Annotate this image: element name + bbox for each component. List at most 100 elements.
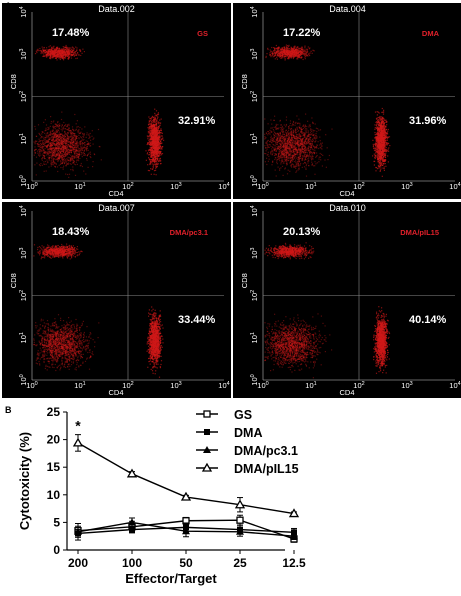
y-tick-label: 10 [47, 488, 61, 502]
legend-label: DMA/pIL15 [234, 462, 299, 476]
y-tick-label: 102 [250, 290, 259, 301]
x-tick-label: 103 [401, 182, 412, 191]
y-tick-label: 104 [19, 205, 28, 216]
y-tick-label: 100 [250, 175, 259, 186]
y-tick-label: 103 [19, 248, 28, 259]
sample-tag: DMA/pIL15 [400, 228, 439, 237]
flow-dots [34, 45, 165, 178]
flow-dots [264, 45, 390, 177]
cd4-percentage: 32.91% [178, 115, 216, 127]
legend-marker [204, 411, 210, 417]
y-tick-label: 100 [250, 374, 259, 385]
sample-tag: GS [197, 29, 208, 38]
legend-entry: DMA/pIL15 [196, 462, 299, 476]
legend-entry: DMA/pc3.1 [196, 444, 298, 458]
flow-plot-3: Data.007 DMA/pc3.1 18.43% 33.44% 100 101 102 10… [2, 202, 231, 398]
x-tick-label: 100 [122, 556, 142, 570]
x-tick-label: 100 [257, 381, 268, 390]
x-tick-label: 102 [122, 381, 133, 390]
data-point [129, 527, 135, 533]
y-tick-label: 101 [19, 332, 28, 343]
y-tick-label: 104 [250, 6, 259, 17]
x-tick-label: 101 [305, 182, 316, 191]
cd8-percentage: 17.22% [283, 27, 321, 39]
x-tick-label: 50 [179, 556, 193, 570]
x-tick-label: 12.5 [282, 556, 306, 570]
x-tick-label: 104 [218, 182, 229, 191]
x-tick-label: 101 [305, 381, 316, 390]
legend-label: GS [234, 408, 252, 422]
cd4-percentage: 40.14% [409, 314, 447, 326]
y-tick-label: 101 [19, 133, 28, 144]
x-tick-label: 100 [26, 381, 37, 390]
y-axis-label: CD8 [9, 74, 18, 89]
y-tick-label: 20 [47, 433, 61, 447]
x-tick-label: 104 [218, 381, 229, 390]
x-tick-label: 103 [401, 381, 412, 390]
x-tick-label: 103 [170, 381, 181, 390]
y-tick-label: 101 [250, 133, 259, 144]
x-tick-label: 103 [170, 182, 181, 191]
sample-tag: DMA/pc3.1 [170, 228, 208, 237]
y-tick-label: 25 [47, 405, 61, 419]
y-tick-label: 102 [19, 91, 28, 102]
x-tick-label: 104 [449, 182, 460, 191]
x-axis-label: CD4 [108, 189, 123, 198]
plot-title: Data.004 [329, 4, 366, 14]
x-tick-label: 102 [353, 381, 364, 390]
x-tick-label: 104 [449, 381, 460, 390]
legend-label: DMA/pc3.1 [234, 444, 298, 458]
flow-plot-svg: Data.010 DMA/pIL15 20.13% 40.14% 100 101 102 10… [233, 202, 461, 398]
y-tick-label: 100 [19, 374, 28, 385]
x-axis-label: Effector/Target [125, 571, 217, 586]
x-tick-label: 25 [233, 556, 247, 570]
y-axis-label: CD8 [240, 74, 249, 89]
x-axis-label: CD4 [339, 189, 354, 198]
y-tick-label: 15 [47, 460, 61, 474]
legend-marker [204, 429, 210, 435]
y-tick-label: 101 [250, 332, 259, 343]
plot-title: Data.010 [329, 203, 366, 213]
y-axis-label: CD8 [9, 273, 18, 288]
y-tick-label: 102 [19, 290, 28, 301]
y-tick-label: 104 [19, 6, 28, 17]
y-tick-label: 100 [19, 175, 28, 186]
sample-tag: DMA [422, 29, 440, 38]
flow-plot-4: Data.010 DMA/pIL15 20.13% 40.14% 100 101 102 10… [233, 202, 461, 398]
y-tick-label: 103 [19, 49, 28, 60]
y-tick-label: 103 [250, 248, 259, 259]
cd4-percentage: 31.96% [409, 115, 447, 127]
data-point [128, 518, 136, 525]
data-point [237, 517, 243, 523]
x-tick-label: 101 [74, 182, 85, 191]
x-tick-label: 100 [26, 182, 37, 191]
data-point [74, 439, 82, 446]
cd8-percentage: 18.43% [52, 226, 90, 238]
significance-marker: * [75, 418, 81, 434]
legend-entry: GS [196, 408, 252, 422]
data-point [128, 470, 136, 477]
legend-label: DMA [234, 426, 262, 440]
y-tick-label: 5 [53, 515, 60, 529]
x-tick-label: 100 [257, 182, 268, 191]
y-tick-label: 102 [250, 91, 259, 102]
x-axis-label: CD4 [108, 388, 123, 397]
cd4-percentage: 33.44% [178, 314, 216, 326]
x-tick-label: 102 [353, 182, 364, 191]
y-tick-label: 0 [53, 543, 60, 557]
plot-title: Data.007 [98, 203, 135, 213]
y-tick-label: 103 [250, 49, 259, 60]
flow-dots [33, 244, 164, 378]
cd8-percentage: 20.13% [283, 226, 321, 238]
x-tick-label: 101 [74, 381, 85, 390]
flow-plot-svg: Data.007 DMA/pc3.1 18.43% 33.44% 100 101 102 10… [2, 202, 231, 398]
y-axis-label: CD8 [240, 273, 249, 288]
plot-title: Data.002 [98, 4, 135, 14]
y-axis-label: Cytotoxicity (%) [17, 432, 32, 530]
x-tick-label: 102 [122, 182, 133, 191]
